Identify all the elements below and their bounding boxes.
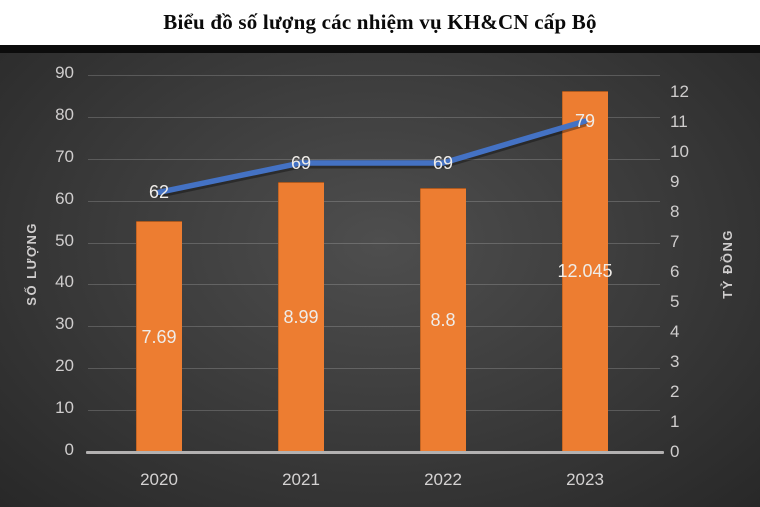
- right-axis-tick-8: 8: [670, 202, 680, 221]
- gridline: [88, 201, 660, 202]
- right-axis-tick-1: 1: [670, 412, 680, 431]
- gridline: [88, 243, 660, 244]
- right-axis-tick-12: 12: [670, 82, 689, 101]
- line-data-label-2021: 69: [290, 152, 312, 173]
- left-axis-tick-50: 50: [55, 231, 74, 250]
- chart-title: Biểu đồ số lượng các nhiệm vụ KH&CN cấp …: [163, 10, 597, 34]
- bar-2020: [136, 221, 182, 453]
- gridline: [88, 117, 660, 118]
- bar-data-label-2022: 8.8: [430, 309, 456, 330]
- right-axis-tick-0: 0: [670, 442, 680, 461]
- right-axis-tick-9: 9: [670, 172, 680, 191]
- right-axis-tick-7: 7: [670, 232, 680, 251]
- x-axis-label-2022: 2022: [424, 470, 462, 489]
- left-axis-tick-90: 90: [55, 63, 74, 82]
- gridline: [88, 75, 660, 76]
- x-axis-label-2021: 2021: [282, 470, 320, 489]
- left-axis-tick-70: 70: [55, 147, 74, 166]
- left-axis-tick-60: 60: [55, 189, 74, 208]
- gridline: [88, 284, 660, 285]
- chart-title-bar: Biểu đồ số lượng các nhiệm vụ KH&CN cấp …: [0, 0, 760, 45]
- left-axis-tick-30: 30: [55, 314, 74, 333]
- gridline: [88, 326, 660, 327]
- left-axis-tick-20: 20: [55, 356, 74, 375]
- left-axis-tick-80: 80: [55, 105, 74, 124]
- left-axis-tick-10: 10: [55, 398, 74, 417]
- bar-2021: [278, 182, 324, 453]
- right-axis-tick-6: 6: [670, 262, 680, 281]
- left-axis-tick-0: 0: [64, 440, 74, 459]
- bar-data-label-2021: 8.99: [283, 306, 319, 327]
- x-axis-line: [86, 451, 664, 454]
- right-axis-tick-3: 3: [670, 352, 680, 371]
- bar-2022: [420, 188, 466, 453]
- right-axis-tick-10: 10: [670, 142, 689, 161]
- right-axis-tick-4: 4: [670, 322, 680, 341]
- line-data-label-2020: 62: [148, 181, 170, 202]
- bar-data-label-2020: 7.69: [141, 326, 177, 347]
- line-data-label-2022: 69: [432, 152, 454, 173]
- right-axis-tick-5: 5: [670, 292, 680, 311]
- x-axis-label-2023: 2023: [566, 470, 604, 489]
- gridline: [88, 368, 660, 369]
- line-data-label-2023: 79: [574, 110, 596, 131]
- bar-data-label-2023: 12.045: [557, 260, 613, 281]
- x-axis-label-2020: 2020: [140, 470, 178, 489]
- plot-panel: [0, 45, 760, 507]
- right-axis-tick-2: 2: [670, 382, 680, 401]
- right-axis-title: TỶ ĐỒNG: [719, 228, 735, 299]
- gridline: [88, 410, 660, 411]
- right-axis-tick-11: 11: [670, 112, 688, 131]
- left-axis-tick-40: 40: [55, 272, 74, 291]
- left-axis-title: SỐ LƯỢNG: [23, 221, 39, 306]
